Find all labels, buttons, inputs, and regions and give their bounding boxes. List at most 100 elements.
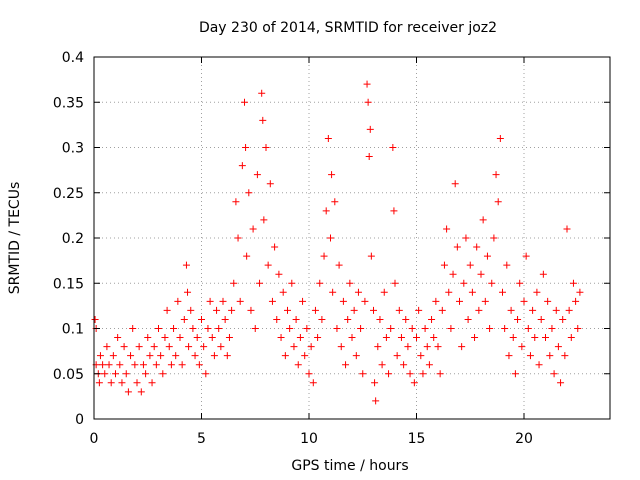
data-point xyxy=(204,325,212,332)
y-tick-label: 0.4 xyxy=(62,50,84,66)
data-point xyxy=(258,89,266,97)
data-point xyxy=(329,288,337,296)
y-tick-label: 0.3 xyxy=(62,141,84,157)
data-point xyxy=(198,315,205,323)
data-point xyxy=(144,334,152,342)
data-point xyxy=(219,297,227,305)
data-point xyxy=(499,288,506,296)
data-point xyxy=(320,252,328,260)
data-point xyxy=(292,315,300,323)
data-point xyxy=(148,379,156,387)
data-point xyxy=(542,334,549,342)
data-point xyxy=(544,297,552,305)
data-point xyxy=(458,343,466,351)
data-point xyxy=(322,207,330,215)
data-point xyxy=(187,306,195,314)
data-point xyxy=(468,288,476,296)
data-point xyxy=(428,315,436,323)
data-point xyxy=(251,325,259,332)
data-point xyxy=(215,325,223,332)
data-point xyxy=(245,189,253,197)
x-tick-label: 5 xyxy=(197,431,206,447)
data-point xyxy=(367,252,375,260)
data-point xyxy=(522,252,530,260)
data-point xyxy=(342,361,350,369)
data-point xyxy=(492,171,500,179)
data-point xyxy=(503,261,511,269)
data-point xyxy=(406,370,414,378)
data-point xyxy=(314,334,322,342)
data-point xyxy=(554,343,562,351)
data-point xyxy=(182,261,190,269)
data-point xyxy=(260,216,268,224)
data-point xyxy=(137,388,145,396)
data-point xyxy=(286,325,294,332)
data-point xyxy=(436,370,444,378)
data-point xyxy=(456,297,463,305)
data-point xyxy=(460,279,468,287)
data-point xyxy=(307,343,315,351)
data-point xyxy=(537,315,545,323)
x-tick-label: 10 xyxy=(300,431,318,447)
data-point xyxy=(221,315,229,323)
data-point xyxy=(103,343,111,351)
y-tick-label: 0.2 xyxy=(62,231,84,247)
data-point xyxy=(232,198,240,206)
data-point xyxy=(170,325,178,332)
data-point xyxy=(305,370,313,378)
data-point xyxy=(277,334,285,342)
data-point xyxy=(155,325,162,332)
data-point xyxy=(572,297,580,305)
data-point xyxy=(546,352,554,360)
data-point xyxy=(529,306,537,314)
data-point xyxy=(453,243,461,251)
data-point xyxy=(165,343,173,351)
data-point xyxy=(127,352,135,360)
data-point xyxy=(109,352,117,360)
data-point xyxy=(311,306,319,314)
data-point xyxy=(385,370,393,378)
data-point xyxy=(548,325,556,332)
data-point xyxy=(486,325,494,332)
data-point xyxy=(494,198,502,206)
grid-lines xyxy=(94,57,610,419)
data-point xyxy=(150,343,158,351)
data-point xyxy=(567,334,575,342)
data-point xyxy=(96,352,104,360)
data-point xyxy=(569,279,577,287)
data-point xyxy=(161,334,169,342)
data-point xyxy=(387,325,395,332)
x-tick-label: 0 xyxy=(90,431,99,447)
data-point xyxy=(242,144,250,151)
data-point xyxy=(449,270,457,278)
data-point xyxy=(131,361,139,369)
chart-title: Day 230 of 2014, SRMTID for receiver joz… xyxy=(199,20,497,36)
y-tick-label: 0.35 xyxy=(53,95,84,111)
data-point xyxy=(268,297,276,305)
data-point xyxy=(210,352,218,360)
data-point xyxy=(390,207,398,215)
data-point xyxy=(114,334,122,342)
data-point xyxy=(364,98,372,106)
data-point xyxy=(236,297,244,305)
data-point xyxy=(105,361,113,369)
data-point xyxy=(440,261,448,269)
data-point xyxy=(511,370,519,378)
y-axis-label: SRMTID / TECUs xyxy=(7,182,23,295)
data-point xyxy=(430,334,438,342)
data-point xyxy=(539,270,547,278)
y-tick-label: 0 xyxy=(75,412,84,428)
data-point xyxy=(378,361,386,369)
data-point xyxy=(284,306,291,314)
data-point xyxy=(443,225,451,233)
data-point xyxy=(516,279,524,287)
data-point xyxy=(557,379,565,387)
data-point xyxy=(234,234,242,242)
data-point xyxy=(507,306,515,314)
data-point xyxy=(142,370,150,378)
axes: 0 0.05 0.1 0.15 0.2 0.25 0.3 0.35 0.4 0 5 10 15 20 xyxy=(53,50,610,447)
data-point xyxy=(462,234,470,242)
data-point xyxy=(225,334,233,342)
data-point xyxy=(479,216,487,224)
